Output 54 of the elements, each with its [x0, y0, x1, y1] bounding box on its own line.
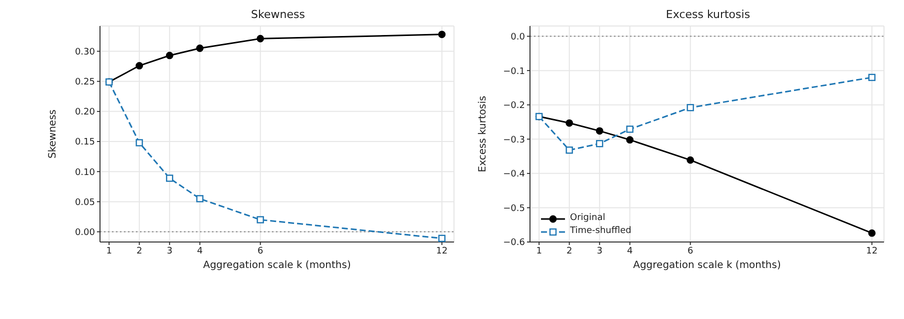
- x-axis-title: Aggregation scale k (months): [633, 260, 781, 271]
- x-tick-label: 1: [106, 246, 112, 256]
- chart-title: Skewness: [250, 8, 306, 21]
- y-tick-label: 0.10: [74, 168, 96, 178]
- point: [166, 52, 174, 60]
- x-tick-label: 2: [136, 246, 142, 256]
- point: [136, 62, 144, 70]
- point: [868, 229, 876, 237]
- y-tick-label: 0.20: [74, 108, 96, 118]
- point: [256, 34, 264, 42]
- x-tick-label: 6: [257, 246, 264, 256]
- y-tick-label: 0.25: [74, 78, 95, 88]
- y-axis-title: Excess kurtosis: [478, 96, 489, 172]
- point: [196, 44, 204, 52]
- point: [596, 127, 604, 135]
- x-tick-label: 4: [196, 246, 203, 256]
- y-tick-label: 0.15: [74, 138, 95, 148]
- point: [686, 156, 694, 164]
- point: [196, 195, 204, 202]
- y-tick-label: 0.00: [74, 228, 96, 238]
- point: [868, 74, 876, 82]
- x-tick-label: 1: [536, 246, 542, 256]
- chart-title: Excess kurtosis: [664, 8, 752, 21]
- y-tick-label: 0.05: [74, 198, 95, 208]
- x-tick-label: 3: [596, 246, 602, 256]
- y-tick-label: −0.4: [503, 170, 526, 180]
- x-axis-title: Aggregation scale k (months): [203, 260, 351, 271]
- x-tick-label: 6: [687, 246, 694, 256]
- point: [566, 146, 573, 154]
- x-tick-label: 4: [626, 246, 633, 256]
- point: [626, 126, 634, 133]
- y-tick-label: 0.30: [74, 47, 96, 58]
- point: [438, 30, 446, 38]
- x-tick-label: 2: [566, 246, 572, 256]
- point: [256, 216, 264, 224]
- y-tick-label: 0.0: [510, 32, 526, 42]
- x-tick-label: 12: [866, 246, 878, 256]
- point: [136, 139, 143, 146]
- point: [166, 174, 174, 182]
- point: [626, 136, 634, 144]
- y-tick-label: −0.2: [503, 101, 525, 112]
- x-tick-label: 12: [436, 246, 448, 256]
- point: [438, 234, 446, 242]
- point: [686, 104, 694, 112]
- legend-label: Time-shuffled: [570, 225, 632, 238]
- y-tick-label: −0.3: [503, 135, 525, 146]
- y-tick-label: −0.1: [503, 66, 525, 77]
- y-axis-title: Skewness: [48, 109, 59, 159]
- point: [566, 119, 574, 127]
- y-tick-label: −0.5: [503, 204, 525, 214]
- x-tick-label: 3: [166, 246, 172, 256]
- legend-label: Original: [570, 212, 606, 225]
- point: [596, 140, 604, 148]
- y-tick-label: −0.6: [503, 238, 526, 248]
